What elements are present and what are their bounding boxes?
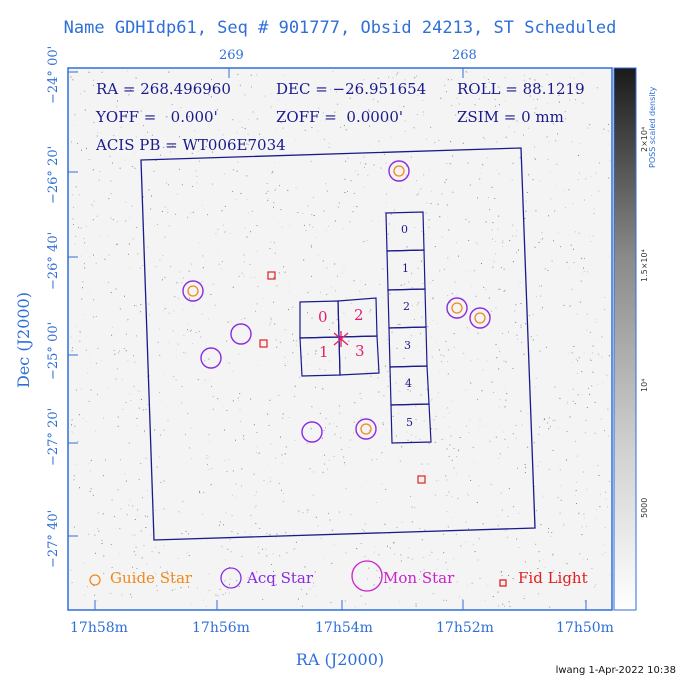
x-tick-label: 17h50m — [556, 620, 614, 636]
colorbar-tick: 2×10⁴ — [640, 126, 649, 152]
colorbar-label: POSS scaled density — [648, 86, 657, 168]
y-tick-label: −27° 40' — [46, 509, 61, 568]
field-of-view — [140, 147, 536, 541]
ccd-s-label: 0 — [401, 223, 408, 236]
x-top-tick-label: 268 — [452, 48, 477, 63]
timestamp: lwang 1-Apr-2022 10:38 — [555, 665, 676, 676]
dec-readout: DEC = −26.951654 — [276, 80, 427, 98]
ccd-s-label: 3 — [404, 339, 411, 352]
colorbar-tick: 5000 — [640, 497, 649, 518]
colorbar-tick: 10⁴ — [640, 378, 649, 392]
y-axis-label: Dec (J2000) — [14, 292, 33, 388]
x-top-tick-label: 269 — [219, 48, 244, 63]
acq-stars — [182, 160, 491, 443]
ccd-i-label: 3 — [355, 342, 365, 360]
x-tick-label: 17h52m — [436, 620, 494, 636]
guide-stars — [187, 165, 486, 435]
acis-pb-readout: ACIS PB = WT006E7034 — [96, 136, 286, 154]
legend-symbols — [89, 560, 507, 592]
x-tick-label: 17h56m — [192, 620, 250, 636]
y-tick-label: −27° 20' — [46, 407, 61, 466]
ccd-i-label: 2 — [354, 306, 364, 324]
y-tick-label: −24° 00' — [46, 45, 61, 104]
legend-acq-star: Acq Star — [247, 569, 314, 587]
sky-noise — [70, 70, 611, 608]
aim-point — [333, 331, 349, 347]
zsim-readout: ZSIM = 0 mm — [457, 108, 564, 126]
acis-s-array — [385, 211, 432, 444]
y-tick-label: −25° 00' — [46, 321, 61, 380]
fid-lights — [259, 271, 426, 484]
y-tick-label: −26° 20' — [46, 145, 61, 204]
ccd-s-label: 5 — [406, 416, 413, 429]
x-tick-label: 17h58m — [70, 620, 128, 636]
colorbar-tick: 1.5×10⁴ — [640, 249, 649, 282]
ra-readout: RA = 268.496960 — [96, 80, 231, 98]
colorbar — [613, 67, 637, 611]
ccd-i-label: 0 — [318, 308, 328, 326]
ccd-s-label: 2 — [403, 300, 410, 313]
legend-guide-star: Guide Star — [110, 569, 193, 587]
yoff-readout: YOFF = 0.000' — [96, 108, 218, 126]
legend-fid-light: Fid Light — [518, 569, 588, 587]
ccd-s-label: 1 — [402, 262, 409, 275]
plot-title: Name GDHIdp61, Seq # 901777, Obsid 24213… — [63, 18, 617, 38]
ccd-i-label: 1 — [319, 343, 329, 361]
roll-readout: ROLL = 88.1219 — [457, 80, 585, 98]
x-tick-label: 17h54m — [315, 620, 373, 636]
zoff-readout: ZOFF = 0.0000' — [276, 108, 404, 126]
legend-mon-star: Mon Star — [383, 569, 455, 587]
x-axis-label: RA (J2000) — [295, 650, 385, 669]
y-tick-label: −26° 40' — [46, 231, 61, 290]
ccd-s-label: 4 — [405, 377, 412, 390]
frame-ticks — [68, 68, 587, 610]
